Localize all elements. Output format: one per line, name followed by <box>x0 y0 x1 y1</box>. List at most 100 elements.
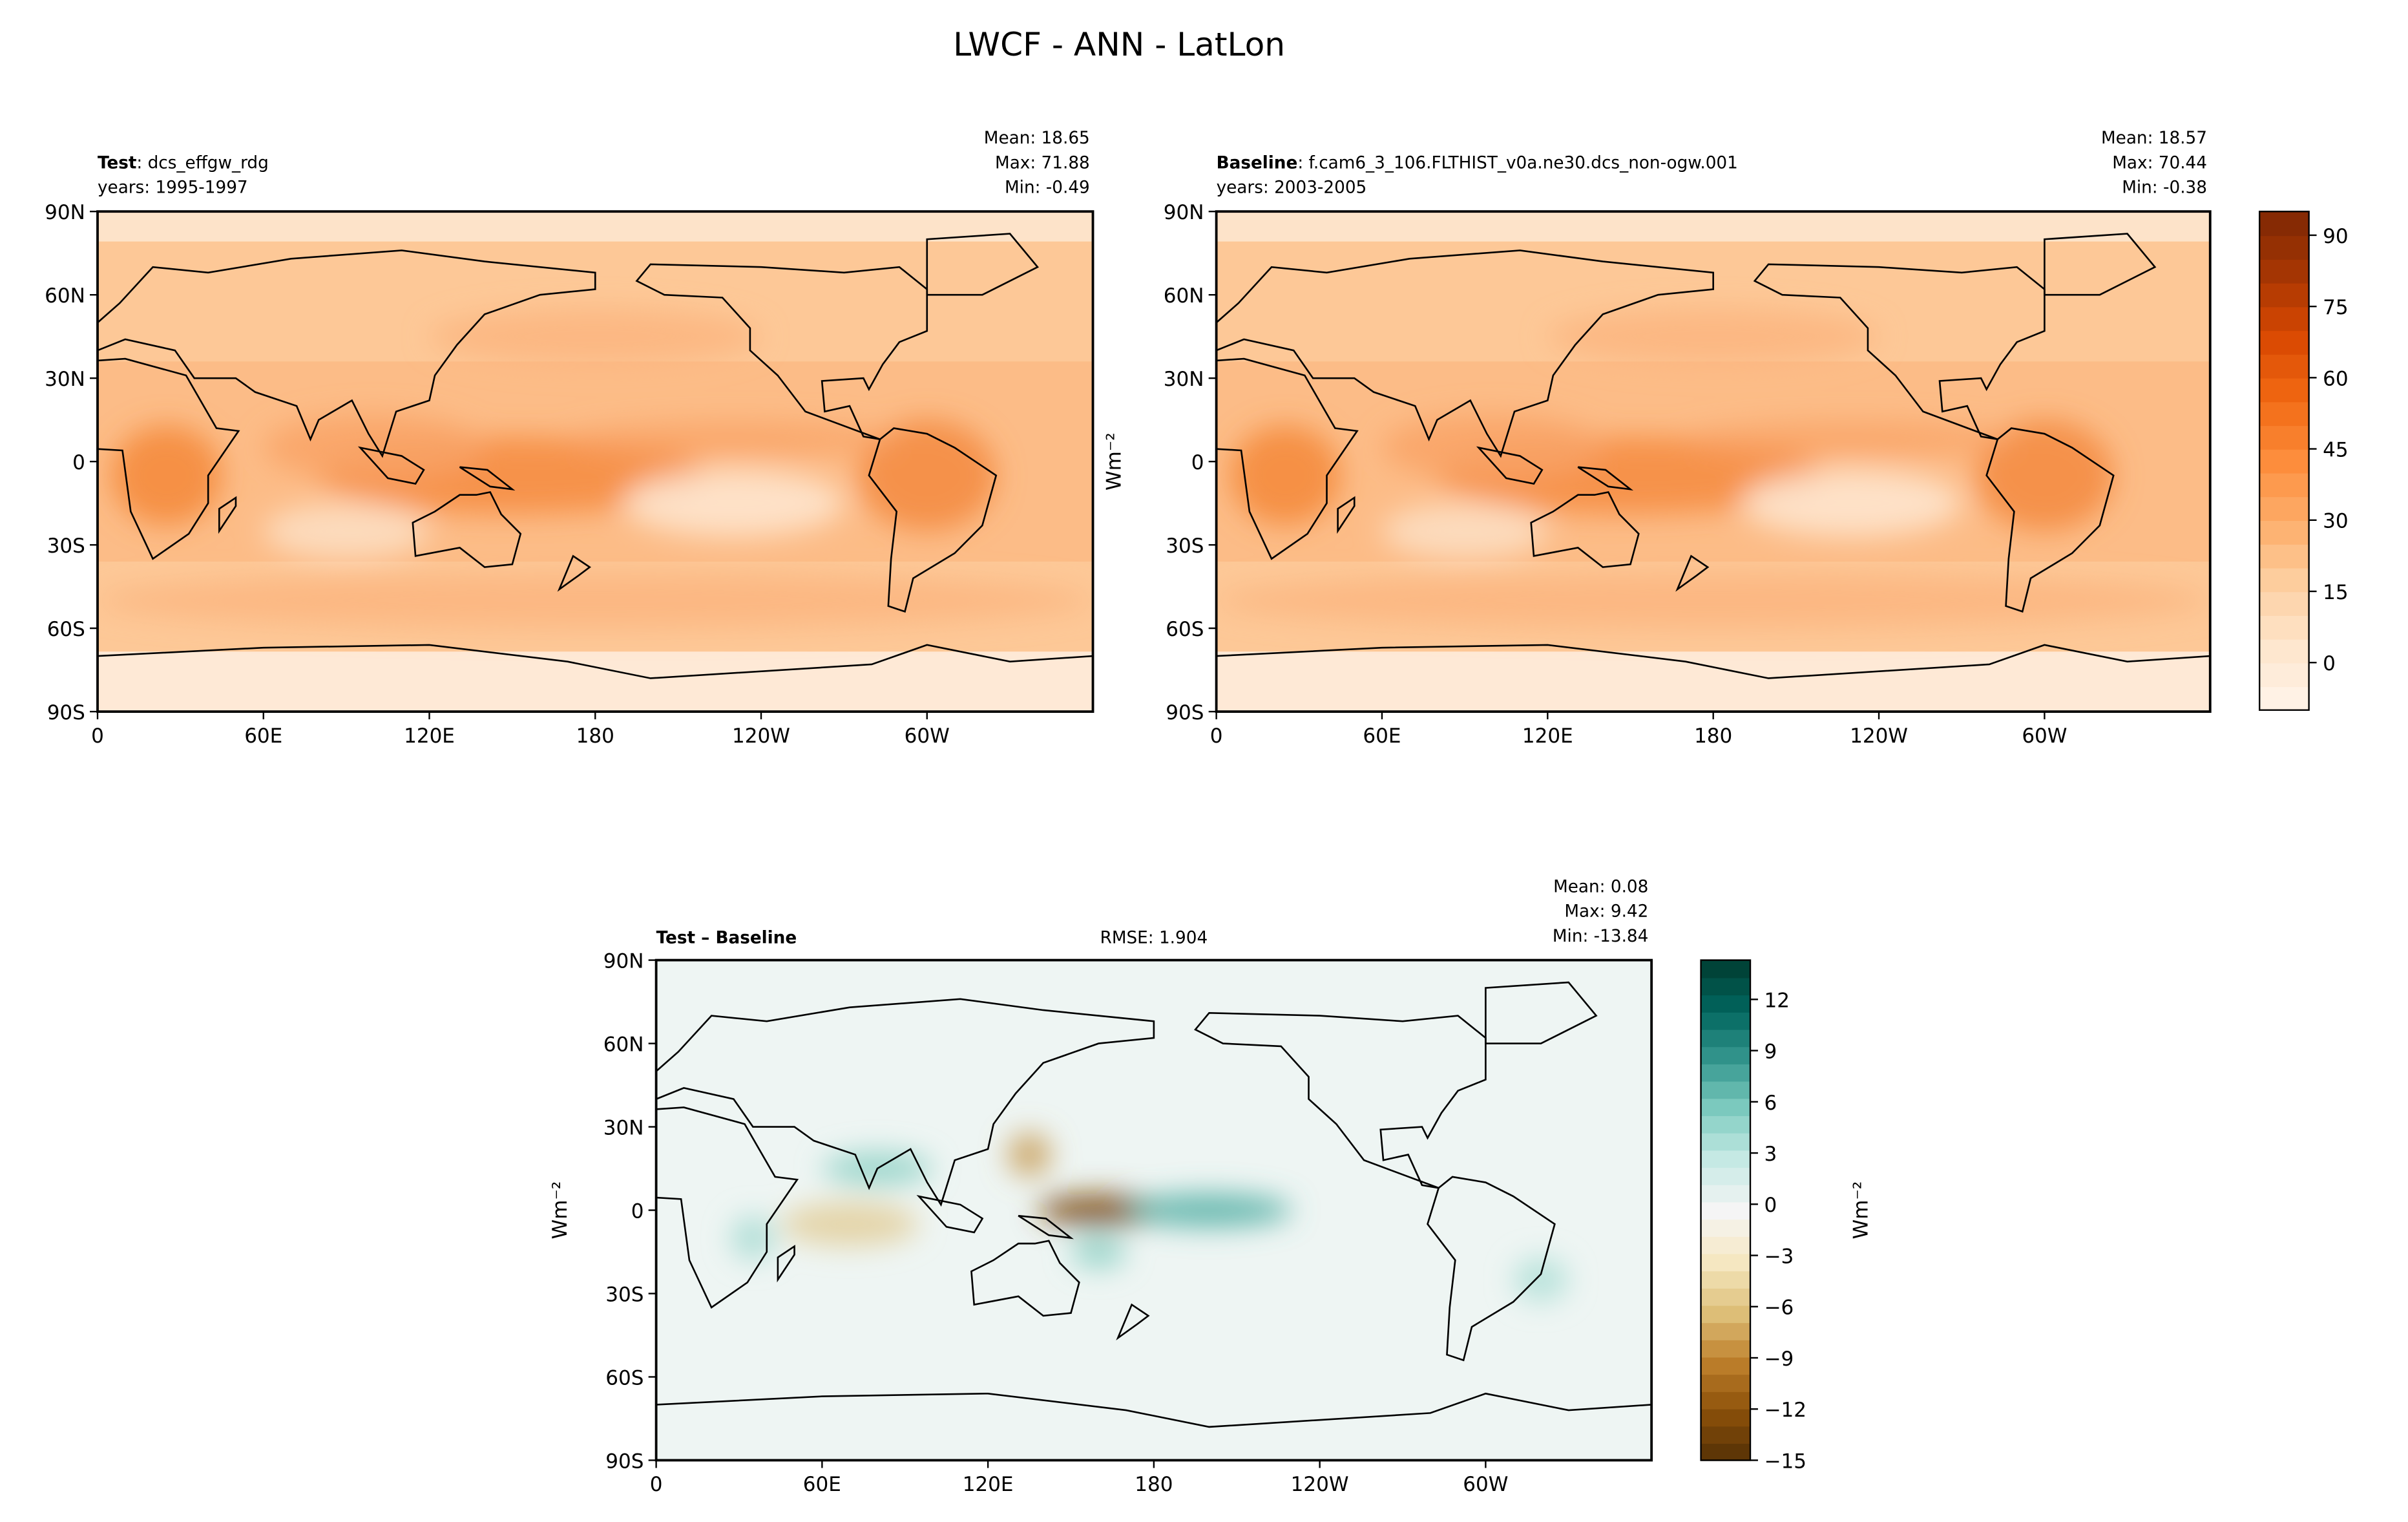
x-tick-label: 0 <box>91 724 104 748</box>
coastline <box>557 555 591 592</box>
panel-rmse: RMSE: 1.904 <box>1100 928 1208 947</box>
colorbar-band <box>1701 977 1751 996</box>
y-tick-label: 30S <box>1166 534 1204 558</box>
x-tick-label: 0 <box>1210 724 1223 748</box>
field-blob <box>263 414 485 481</box>
colorbar-band <box>1701 1374 1751 1392</box>
polar-band <box>1216 651 2210 712</box>
panel-label-bold: Test – Baseline <box>656 928 797 947</box>
panel-stat: Mean: 0.08 <box>1553 878 1648 897</box>
colorbar-band <box>1701 1236 1751 1254</box>
coastline <box>1193 1011 1487 1189</box>
y-tick-label: 60S <box>1166 618 1204 641</box>
colorbar-tick-label: 45 <box>2323 439 2349 462</box>
panel-label: Test: dcs_effgw_rdg <box>98 153 269 173</box>
field-blob <box>1547 308 1879 365</box>
colorbar-band <box>2259 377 2309 403</box>
y-axis-units: Wm⁻² <box>1103 432 1126 491</box>
field-blob <box>1126 1193 1292 1227</box>
x-tick-label: 120W <box>732 724 790 748</box>
field-blob <box>429 308 762 365</box>
colorbar-band <box>2259 520 2309 545</box>
panel-label-name: : dcs_effgw_rdg <box>136 153 268 173</box>
colorbar-tick-label: 9 <box>1764 1041 1777 1064</box>
field-blob <box>1975 419 2114 531</box>
colorbar-band <box>1701 1011 1751 1030</box>
colorbar-tick-label: −9 <box>1764 1348 1794 1371</box>
y-tick-label: 60N <box>45 284 85 308</box>
y-tick-label: 90N <box>1164 201 1204 224</box>
y-tick-label: 90S <box>605 1450 644 1473</box>
colorbar-band <box>1701 960 1751 978</box>
colorbar-band <box>2259 496 2309 521</box>
colorbar-tick-label: −15 <box>1764 1450 1807 1473</box>
map-panel-diff: 0 60E 120E 180 120W 60W 90N 60N 30N 0 30S 60S 90S Tes… <box>549 878 1653 1496</box>
coastline <box>1216 644 2210 712</box>
field-blob <box>857 419 996 531</box>
y-tick-label: 60S <box>605 1366 644 1390</box>
y-tick-label: 90N <box>603 950 644 973</box>
coastline <box>97 357 240 560</box>
colorbar-band <box>1701 1253 1751 1272</box>
panel-label: Test – Baseline <box>656 928 797 947</box>
y-tick-label: 90N <box>45 201 85 224</box>
x-tick-label: 120W <box>1850 724 1908 748</box>
coastline <box>459 466 516 491</box>
x-tick-label: 120E <box>963 1473 1014 1496</box>
panel-label-bold: Test <box>98 153 136 173</box>
colorbar-band <box>2259 306 2309 332</box>
x-tick-label: 120E <box>1522 724 1573 748</box>
colorbar-band <box>2259 235 2309 260</box>
x-tick-label: 60E <box>803 1473 841 1496</box>
panel-years: years: 1995-1997 <box>98 178 248 198</box>
colorbar-band <box>1701 1132 1751 1151</box>
colorbar-band <box>1701 1150 1751 1168</box>
colorbar-band <box>1701 1270 1751 1289</box>
field-blob <box>263 503 430 559</box>
colorbar-band <box>1701 1098 1751 1116</box>
coastline <box>97 644 1093 712</box>
panel-stat: Min: -0.38 <box>2122 178 2207 198</box>
coastline <box>218 496 237 534</box>
figure-title: LWCF - ANN - LatLon <box>953 25 1285 63</box>
coastline <box>656 998 1155 1207</box>
coastline <box>1116 1303 1150 1341</box>
coastline <box>1216 249 1714 458</box>
panel-stat: Mean: 18.65 <box>984 129 1090 148</box>
field-blob <box>111 425 222 526</box>
coastline <box>2044 233 2157 296</box>
y-axis-units: Wm⁻² <box>549 1181 572 1240</box>
x-tick-label: 180 <box>576 724 614 748</box>
colorbar-band <box>2259 354 2309 379</box>
field-blob <box>1381 503 1548 559</box>
panel-stat: Max: 70.44 <box>2112 153 2207 173</box>
panel-stat: Max: 71.88 <box>995 153 1090 173</box>
coastline <box>1577 466 1634 491</box>
colorbar-band <box>1701 1184 1751 1203</box>
coastline <box>926 233 1040 296</box>
colorbar-tick-label: 90 <box>2323 225 2349 248</box>
coastline <box>1485 981 1598 1044</box>
coastline <box>97 249 596 458</box>
y-tick-label: 30N <box>603 1117 644 1140</box>
colorbar-tick-label: 6 <box>1764 1092 1777 1115</box>
colorbar-band <box>2259 639 2309 664</box>
x-tick-label: 0 <box>650 1473 663 1496</box>
coastline <box>412 491 522 568</box>
x-tick-label: 120W <box>1291 1473 1349 1496</box>
coastline <box>1216 357 1359 560</box>
map-field <box>97 211 1093 712</box>
colorbar-band <box>2259 330 2309 355</box>
colorbar-tick-label: 60 <box>2323 367 2349 390</box>
coastline <box>1427 1176 1556 1362</box>
colorbar-band <box>1701 1287 1751 1306</box>
colorbar-diff: −15 −12 −9 −6 −3 0 3 6 9 12 Wm⁻² <box>1700 959 1873 1473</box>
colorbar-band <box>1701 1046 1751 1064</box>
colorbar-band <box>1701 1322 1751 1340</box>
coastline <box>1476 446 1544 485</box>
colorbar-tick-label: 30 <box>2323 510 2349 533</box>
colorbar-tick-label: 3 <box>1764 1143 1777 1166</box>
colorbar-band <box>2259 282 2309 308</box>
field-blob <box>98 573 1093 629</box>
